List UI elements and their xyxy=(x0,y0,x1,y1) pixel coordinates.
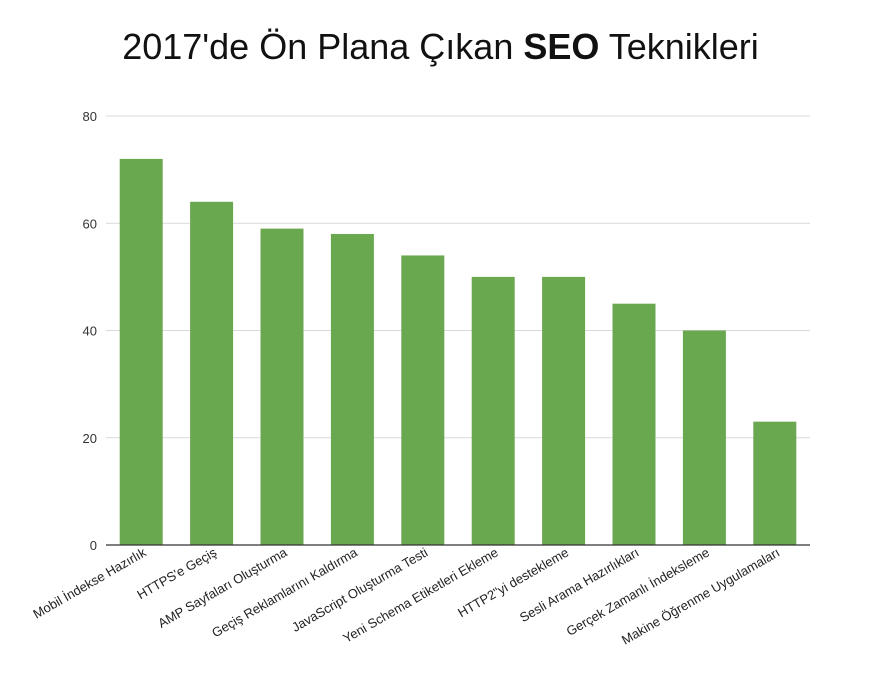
y-tick-label: 80 xyxy=(83,109,97,124)
bar xyxy=(119,158,163,545)
y-axis-ticks: 0 20 40 60 80 xyxy=(83,109,97,553)
y-tick-label: 20 xyxy=(83,431,97,446)
bar xyxy=(330,233,374,545)
chart-title-bold: SEO xyxy=(523,26,600,67)
bar xyxy=(190,201,234,546)
x-category-label: AMP Sayfaları Oluşturma xyxy=(155,544,290,631)
bar xyxy=(401,255,445,546)
bar xyxy=(753,421,797,545)
bar xyxy=(542,276,586,545)
bar xyxy=(260,228,304,546)
chart-title-prefix: 2017'de Ön Plana Çıkan xyxy=(122,26,524,67)
bar xyxy=(471,276,515,545)
chart-title: 2017'de Ön Plana Çıkan SEO Teknikleri xyxy=(0,26,881,68)
x-category-label: Sesli Arama Hazırlıkları xyxy=(517,545,641,626)
bar xyxy=(612,303,656,545)
chart-title-suffix: Teknikleri xyxy=(599,26,759,67)
bar xyxy=(682,330,726,545)
y-tick-label: 60 xyxy=(83,216,97,231)
y-tick-label: 0 xyxy=(90,538,97,553)
y-tick-label: 40 xyxy=(83,324,97,339)
x-category-label: Mobil İndekse Hazırlık xyxy=(30,544,149,621)
bars xyxy=(119,158,797,546)
